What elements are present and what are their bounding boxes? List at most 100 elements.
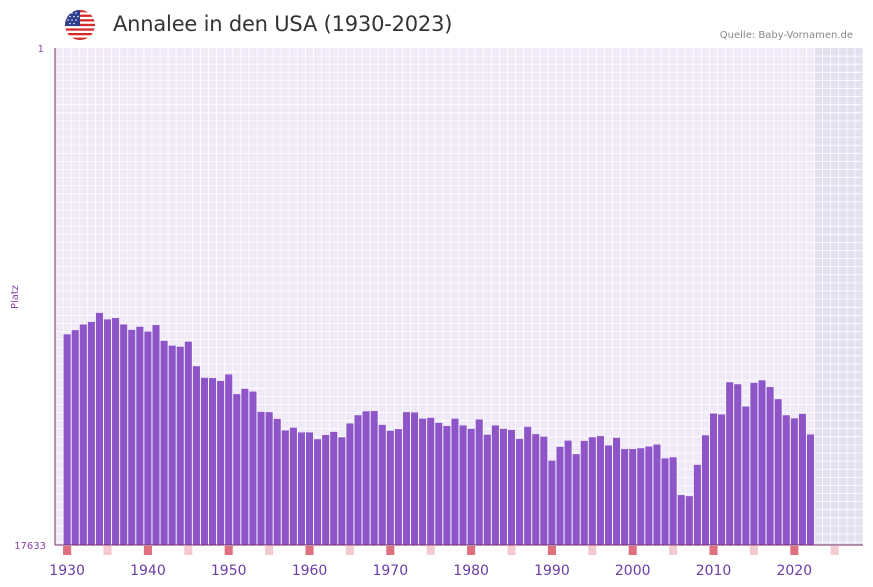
bar-1993 bbox=[572, 454, 580, 545]
bar-1940 bbox=[144, 331, 152, 545]
bar-2020 bbox=[790, 418, 798, 545]
x-tick-label-1940: 1940 bbox=[130, 563, 166, 579]
y-axis-label: Platz bbox=[10, 285, 21, 309]
decade-marker-1950 bbox=[224, 546, 233, 555]
bar-1998 bbox=[613, 437, 621, 545]
y-tick-label-top: 1 bbox=[38, 44, 44, 55]
minor-marker-1995 bbox=[588, 546, 597, 555]
bar-2010 bbox=[709, 413, 718, 545]
bar-1948 bbox=[209, 378, 217, 545]
minor-marker-1955 bbox=[265, 546, 274, 555]
minor-marker-1975 bbox=[426, 546, 435, 555]
bar-1960 bbox=[305, 432, 314, 545]
bar-1989 bbox=[540, 436, 548, 545]
bar-1965 bbox=[346, 423, 354, 545]
x-tick-label-1960: 1960 bbox=[292, 563, 328, 579]
bar-2022 bbox=[806, 434, 815, 545]
bar-1980 bbox=[467, 428, 475, 545]
x-tick-label-1990: 1990 bbox=[534, 563, 570, 579]
bar-1964 bbox=[338, 437, 346, 545]
bar-1968 bbox=[370, 411, 378, 545]
bar-2004 bbox=[661, 458, 669, 545]
bar-2005 bbox=[669, 457, 677, 545]
bar-1943 bbox=[168, 345, 176, 545]
bars bbox=[63, 312, 815, 545]
bar-1949 bbox=[217, 380, 225, 545]
bar-1988 bbox=[532, 434, 540, 545]
bar-1953 bbox=[249, 391, 257, 545]
bar-1941 bbox=[152, 325, 160, 545]
bar-2014 bbox=[742, 406, 750, 545]
bar-1944 bbox=[176, 346, 184, 545]
bar-2019 bbox=[782, 415, 790, 545]
bar-1934 bbox=[95, 312, 103, 545]
bar-2015 bbox=[750, 382, 758, 545]
grid bbox=[54, 48, 864, 545]
bar-1981 bbox=[475, 419, 483, 545]
x-tick-label-2020: 2020 bbox=[776, 563, 812, 579]
axis-labels: Platz bbox=[10, 285, 21, 309]
bar-1931 bbox=[71, 330, 79, 545]
bar-1942 bbox=[160, 340, 168, 545]
bar-2018 bbox=[774, 399, 782, 545]
bar-1982 bbox=[483, 434, 491, 545]
bar-1999 bbox=[621, 449, 629, 545]
bar-2011 bbox=[718, 414, 726, 545]
bar-1997 bbox=[604, 445, 613, 545]
bar-1945 bbox=[184, 341, 192, 545]
minor-marker-1945 bbox=[184, 546, 193, 555]
bar-1939 bbox=[136, 326, 144, 545]
bar-1973 bbox=[411, 412, 419, 545]
bar-1970 bbox=[386, 430, 394, 545]
bar-1952 bbox=[241, 388, 249, 545]
decade-marker-1980 bbox=[467, 546, 476, 555]
decade-marker-1960 bbox=[305, 546, 314, 555]
decade-marker-2000 bbox=[628, 546, 637, 555]
x-tick-label-1950: 1950 bbox=[211, 563, 247, 579]
bar-1990 bbox=[548, 460, 556, 545]
bar-2021 bbox=[798, 413, 806, 545]
bar-1946 bbox=[192, 366, 200, 545]
bar-1979 bbox=[459, 425, 467, 545]
bar-2008 bbox=[693, 464, 701, 545]
bar-2001 bbox=[637, 448, 645, 545]
bar-1955 bbox=[265, 412, 273, 545]
bar-2000 bbox=[629, 449, 637, 545]
bar-1957 bbox=[281, 430, 289, 545]
bar-1977 bbox=[443, 425, 451, 545]
bar-1962 bbox=[322, 434, 330, 545]
bar-1947 bbox=[200, 377, 209, 545]
bar-1974 bbox=[419, 418, 427, 545]
bar-1992 bbox=[564, 440, 572, 545]
y-tick-label-bottom: 17633 bbox=[14, 541, 46, 552]
decade-marker-2020 bbox=[790, 546, 799, 555]
minor-marker-2025 bbox=[830, 546, 839, 555]
minor-marker-2015 bbox=[749, 546, 758, 555]
usa-flag-icon bbox=[65, 10, 95, 40]
bar-1963 bbox=[330, 431, 338, 545]
bar-1938 bbox=[128, 329, 136, 545]
bar-1954 bbox=[257, 411, 265, 545]
bar-1936 bbox=[112, 318, 120, 545]
decade-marker-1970 bbox=[386, 546, 395, 555]
decade-marker-2010 bbox=[709, 546, 718, 555]
bar-1932 bbox=[79, 324, 87, 545]
bar-1956 bbox=[273, 418, 281, 545]
bar-1969 bbox=[378, 424, 386, 545]
header: Annalee in den USA (1930-2023) Quelle: B… bbox=[0, 0, 873, 48]
bar-1966 bbox=[354, 415, 362, 545]
bar-1994 bbox=[580, 440, 588, 545]
bar-1961 bbox=[314, 439, 322, 545]
source-label: Quelle: Baby-Vornamen.de bbox=[719, 30, 853, 41]
minor-marker-2005 bbox=[669, 546, 678, 555]
bar-1937 bbox=[120, 324, 128, 545]
bar-1984 bbox=[499, 428, 507, 545]
decade-marker-1930 bbox=[63, 546, 72, 555]
bar-1996 bbox=[596, 436, 604, 545]
bar-1987 bbox=[524, 426, 532, 545]
bar-1958 bbox=[289, 427, 297, 545]
bar-1975 bbox=[427, 417, 435, 545]
minor-marker-1985 bbox=[507, 546, 516, 555]
